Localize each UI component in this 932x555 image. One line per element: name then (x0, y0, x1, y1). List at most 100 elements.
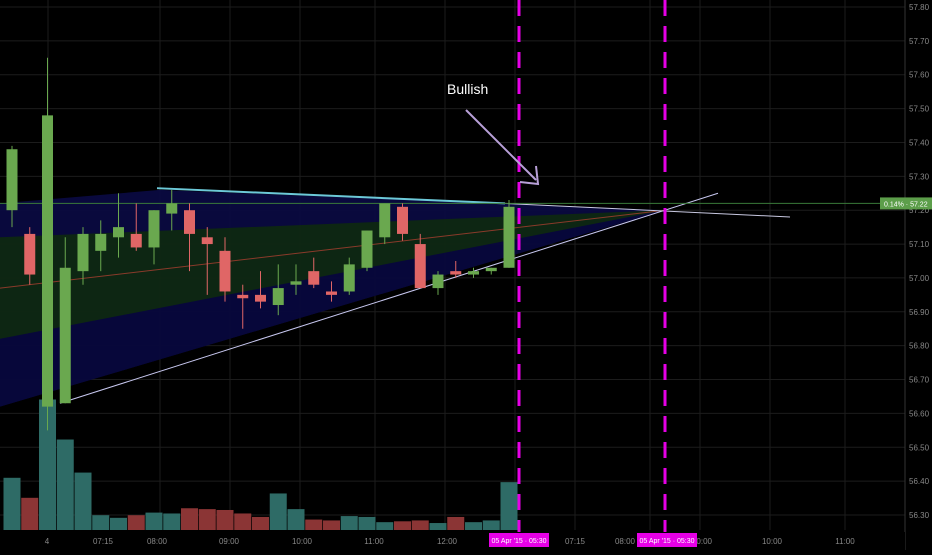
annotation-arrow-shaft (465, 109, 537, 181)
time-tick-label: 10:00 (292, 537, 313, 546)
price-tick-label: 56.60 (909, 409, 930, 418)
volume-bar (39, 399, 56, 530)
time-marker-tag (489, 533, 549, 547)
volume-bar (429, 523, 447, 530)
time-tick-label: 07:15 (565, 537, 586, 546)
volume-bar (234, 513, 252, 530)
candle-body (255, 294, 266, 302)
lower-wedge-fill (0, 210, 665, 407)
price-tick-label: 57.60 (909, 71, 930, 80)
volume-bar (340, 516, 358, 530)
price-tick-label: 56.90 (909, 308, 930, 317)
price-tag-box (880, 197, 932, 210)
price-tick-label: 57.20 (909, 206, 930, 215)
time-marker-label: 05 Apr '15 · 05:30 (639, 538, 694, 545)
volume-bar (287, 509, 305, 530)
volume-bar (3, 477, 21, 530)
volume-bar (394, 521, 411, 530)
volume-bar (252, 516, 269, 530)
candle-body (6, 149, 18, 211)
annotation-label: Bullish (447, 81, 488, 97)
candle-body (432, 274, 444, 289)
candle-body (503, 206, 515, 268)
volume-bar (447, 516, 465, 530)
candle-body (42, 115, 53, 407)
time-tick-label: 11:00 (835, 537, 855, 546)
time-tick-label: 08:00 (615, 537, 636, 546)
price-tick-label: 57.70 (909, 37, 930, 46)
volume-bar (110, 517, 127, 530)
volume-bar (163, 513, 181, 530)
price-tick-label: 57.10 (909, 240, 930, 249)
candle-body (148, 210, 160, 248)
volume-bar (465, 522, 482, 530)
candle-body (468, 271, 479, 275)
candle-body (343, 264, 355, 292)
resistance-extension (504, 202, 791, 218)
candle-body (184, 210, 195, 234)
time-marker-label: 05 Apr '15 · 05:30 (491, 538, 546, 545)
volume-bar (56, 439, 74, 530)
annotation-arrow-head (519, 165, 540, 186)
volume-bar (216, 509, 234, 530)
time-tick-label: 10:00 (762, 537, 783, 546)
volume-bar (145, 512, 163, 530)
time-tick-label: 12:00 (437, 537, 458, 546)
time-tick-label: 10:00 (692, 537, 713, 546)
candle-body (272, 288, 284, 306)
candle-body (485, 267, 497, 272)
volume-bar (358, 516, 376, 530)
time-tick-label: 08:00 (147, 537, 168, 546)
volume-bar (198, 509, 216, 530)
candle-body (59, 267, 71, 404)
price-axis-background (905, 0, 932, 550)
support-line (59, 192, 719, 404)
price-tick-label: 56.80 (909, 342, 930, 351)
candle-body (361, 230, 373, 268)
candle-body (113, 227, 124, 238)
median-line (0, 209, 666, 289)
price-tick-label: 56.40 (909, 477, 930, 486)
time-tick-label: 09:00 (219, 537, 240, 546)
price-tick-label: 57.80 (909, 3, 930, 12)
volume-bar (500, 482, 518, 530)
time-tick-label: 4 (45, 537, 50, 546)
price-tick-label: 57.40 (909, 138, 930, 147)
candle-body (450, 271, 462, 275)
time-marker-tag (637, 533, 697, 547)
volume-bar (269, 493, 287, 530)
resistance-line (156, 187, 506, 205)
volume-bar (411, 520, 429, 530)
candle-body (201, 237, 213, 245)
candle-body (397, 206, 408, 234)
candle-body (130, 233, 142, 248)
price-tick-label: 56.30 (909, 511, 930, 520)
channel-fill (0, 210, 665, 339)
price-tick-label: 57.30 (909, 172, 930, 181)
volume-bar (181, 508, 198, 530)
candle-body (414, 244, 426, 289)
volume-bar (323, 520, 340, 530)
volume-bar (127, 515, 145, 530)
volume-bar (21, 497, 39, 530)
price-tag-label: 0.14% · 57.22 (884, 201, 928, 208)
candle-body (95, 233, 107, 251)
volume-bar (92, 515, 110, 530)
candle-body (290, 281, 302, 285)
candle-body (219, 250, 231, 292)
time-tick-label: 07:15 (93, 537, 114, 546)
candle-body (308, 271, 320, 285)
price-tick-label: 57.50 (909, 105, 930, 114)
candle-body (24, 233, 36, 275)
candle-body (379, 203, 391, 238)
candle-body (77, 233, 89, 272)
candle-body (326, 291, 337, 295)
price-tick-label: 57.00 (909, 274, 930, 283)
volume-bar (376, 522, 394, 530)
price-tick-label: 56.50 (909, 443, 930, 452)
volume-bar (74, 472, 92, 530)
volume-bar (305, 519, 323, 530)
volume-bar (482, 520, 500, 530)
